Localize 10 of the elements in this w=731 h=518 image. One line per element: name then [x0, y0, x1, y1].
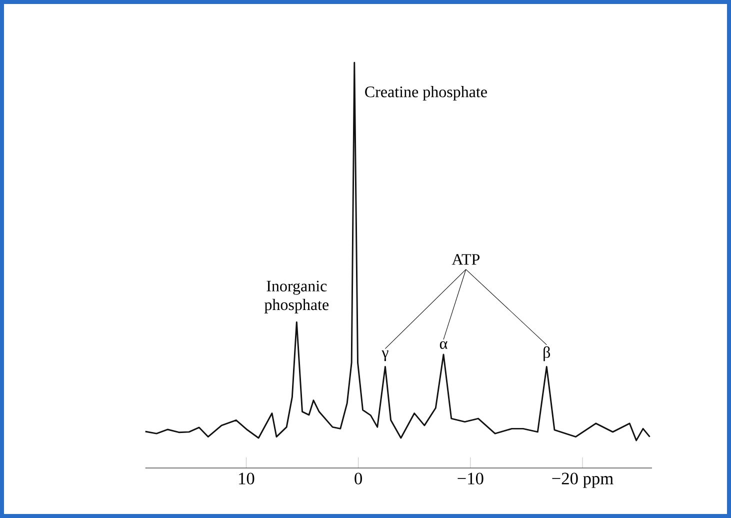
annotation: Creatine phosphate [365, 86, 487, 101]
annotation: Inorganic phosphate [264, 280, 329, 314]
annotation: β [544, 346, 550, 362]
x-tick-label: −20 ppm [552, 472, 614, 488]
annotation: γ [382, 350, 388, 362]
x-tick-label: 0 [354, 472, 362, 484]
annotation: ATP [452, 254, 480, 265]
x-tick-label: −10 [458, 472, 484, 484]
x-tick-label: 10 [239, 472, 254, 484]
annotation: α [440, 341, 448, 349]
